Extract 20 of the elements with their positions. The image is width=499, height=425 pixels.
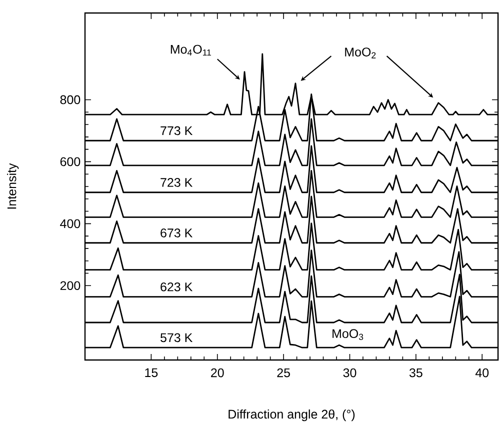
y-tick-label: 600 [60, 157, 80, 166]
x-tick-label: 30 [343, 368, 356, 378]
y-tick-label: 200 [60, 281, 80, 290]
x-tick-label: 25 [277, 368, 290, 378]
y-tick-label: 400 [60, 219, 80, 228]
x-tick-label: 40 [475, 368, 489, 378]
series-label: 773 K [160, 126, 193, 136]
y-tick-label: 800 [60, 95, 80, 104]
y-axis-title: Intensity [7, 163, 19, 208]
annotation: MoO$_{2}$ [345, 47, 376, 58]
annotation: Mo$_{4}$O$_{11}$ [170, 44, 211, 56]
series-label: 573 K [160, 333, 193, 342]
x-tick-label: 20 [211, 368, 224, 378]
x-tick-label: 15 [145, 368, 158, 377]
series-label: 723 K [160, 178, 193, 187]
series-label: 673 K [160, 228, 193, 238]
series-label: 623 K [160, 282, 193, 292]
x-tick-label: 35 [409, 368, 422, 378]
annotation: MoO$_{3}$ [332, 329, 364, 340]
x-axis-title: Diffraction angle 2θ, (°) [228, 409, 355, 421]
